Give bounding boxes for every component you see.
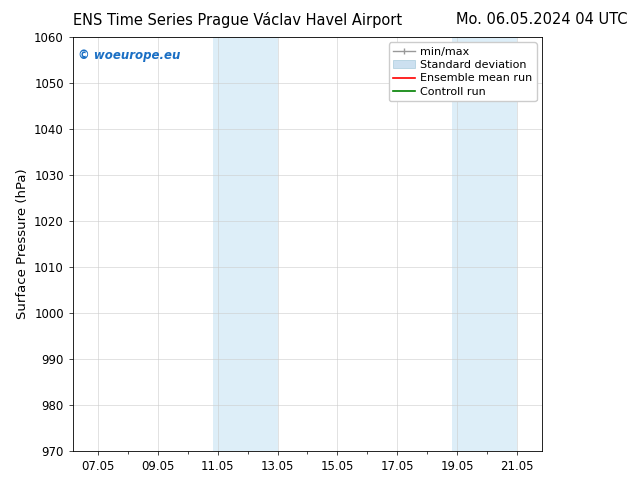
Bar bbox=[212, 37, 278, 451]
Legend: min/max, Standard deviation, Ensemble mean run, Controll run: min/max, Standard deviation, Ensemble me… bbox=[389, 42, 536, 101]
Text: © woeurope.eu: © woeurope.eu bbox=[77, 49, 180, 62]
Text: Mo. 06.05.2024 04 UTC: Mo. 06.05.2024 04 UTC bbox=[456, 12, 628, 27]
Y-axis label: Surface Pressure (hPa): Surface Pressure (hPa) bbox=[16, 169, 29, 319]
Text: ENS Time Series Prague Václav Havel Airport: ENS Time Series Prague Václav Havel Airp… bbox=[73, 12, 402, 28]
Bar bbox=[452, 37, 517, 451]
